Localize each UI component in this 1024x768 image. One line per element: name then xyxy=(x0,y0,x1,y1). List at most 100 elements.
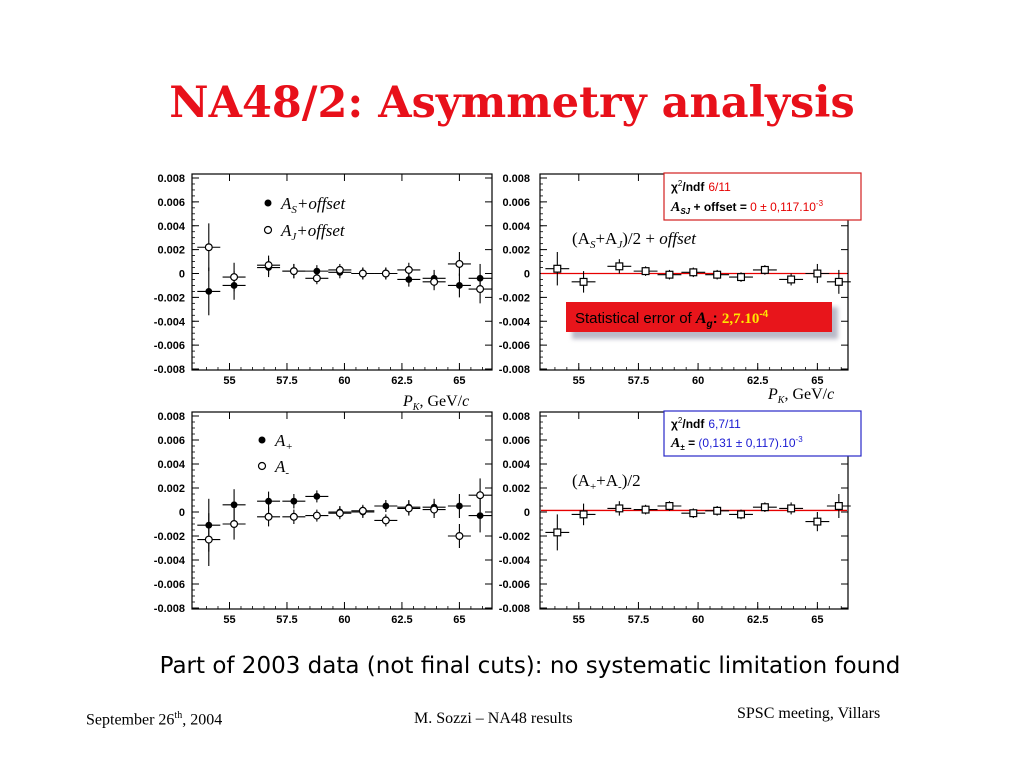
x-tick-label: 62.5 xyxy=(391,375,412,387)
data-point xyxy=(665,502,674,511)
y-tick-label: 0.004 xyxy=(157,459,185,471)
data-point xyxy=(760,503,769,512)
legend-aminus-label: A- xyxy=(274,457,289,479)
legend-filled-marker xyxy=(264,199,272,207)
fit-box-value-line: A± = (0,131 ± 0,117).10-3 xyxy=(670,435,803,452)
data-point xyxy=(665,270,674,279)
data-point xyxy=(230,519,239,528)
x-tick-label: 62.5 xyxy=(747,375,768,387)
footer-date: September 26th, 2004 xyxy=(86,710,223,729)
legend-aj-label: AJ+offset xyxy=(280,221,346,243)
data-point xyxy=(381,516,390,525)
y-tick-label: 0.002 xyxy=(502,483,530,495)
top-right-xlabel: PK, GeV/c xyxy=(767,386,834,406)
data-point xyxy=(476,512,484,519)
legend-bottom-left: A+ A- xyxy=(257,431,293,479)
data-point xyxy=(813,517,822,526)
y-tick-label: -0.004 xyxy=(499,555,531,567)
data-point xyxy=(404,504,413,513)
y-tick-label: 0 xyxy=(179,269,185,281)
y-tick-label: 0.008 xyxy=(502,173,530,185)
y-tick-label: -0.008 xyxy=(154,364,185,376)
x-tick-label: 57.5 xyxy=(628,375,649,387)
data-point xyxy=(476,285,485,294)
footer-author: M. Sozzi – NA48 results xyxy=(414,710,573,727)
y-tick-label: -0.002 xyxy=(154,531,185,543)
series-A- xyxy=(197,478,492,566)
fit-box-chi-line: χ2/ndf 6/11 xyxy=(671,179,731,194)
data-point xyxy=(289,512,298,521)
data-point xyxy=(579,510,588,519)
data-point xyxy=(834,277,843,286)
legend-aplus-label: A+ xyxy=(274,431,293,453)
x-tick-label: 55 xyxy=(573,375,585,387)
x-tick-label: 60 xyxy=(692,375,704,387)
data-point xyxy=(553,264,562,273)
y-tick-label: 0 xyxy=(524,507,530,519)
x-tick-label: 60 xyxy=(338,375,350,387)
legend-top-left: AS+offset AJ+offset xyxy=(263,194,346,243)
y-tick-label: -0.008 xyxy=(499,603,530,615)
top-right-formula: (AS+AJ)/2 + offset xyxy=(572,229,697,251)
data-point xyxy=(313,493,321,500)
y-tick-label: 0.006 xyxy=(157,435,185,447)
data-point xyxy=(834,502,843,511)
data-point xyxy=(405,276,413,283)
data-point xyxy=(456,502,463,510)
data-point xyxy=(737,510,746,519)
bottom-right-formula: (A++A-)/2 xyxy=(572,471,641,493)
y-tick-label: -0.002 xyxy=(154,292,185,304)
panel-top-left: 0.008 0.006 0.004 0.002 0 -0.002 -0.004 -0.006 -… xyxy=(154,173,493,387)
data-point xyxy=(358,269,367,278)
y-tick-label: 0.004 xyxy=(502,459,530,471)
fit-box-value-line: ASJ + offset = 0 ± 0,117.10-3 xyxy=(670,199,824,216)
data-point xyxy=(641,267,650,276)
y-tick-label: -0.004 xyxy=(154,555,186,567)
data-point xyxy=(382,502,390,510)
data-point xyxy=(689,268,698,277)
y-tick-label: -0.002 xyxy=(499,531,530,543)
stat-error-banner: Statistical error of Ag: 2,7.10-4 xyxy=(566,302,838,339)
data-point xyxy=(553,528,562,537)
x-tick-label: 60 xyxy=(692,614,704,626)
bottom-right-fit-box: χ2/ndf 6,7/11 A± = (0,131 ± 0,117).10-3 xyxy=(663,410,862,457)
y-tick-label: 0.002 xyxy=(502,245,530,257)
data-point xyxy=(713,270,722,279)
y-tick-label: 0.008 xyxy=(502,411,530,423)
data-point xyxy=(430,505,439,514)
data-point xyxy=(230,273,239,282)
y-tick-label: 0.006 xyxy=(502,435,530,447)
x-tick-label: 62.5 xyxy=(391,614,412,626)
y-tick-label: -0.008 xyxy=(499,364,530,376)
data-point xyxy=(813,269,822,278)
data-point xyxy=(760,265,769,274)
x-tick-label: 57.5 xyxy=(628,614,649,626)
data-point xyxy=(456,282,463,289)
y-tick-label: 0.006 xyxy=(502,197,530,209)
panel-bottom-left: 0.008 0.006 0.004 0.002 0 -0.002 -0.004 -0.006 -… xyxy=(154,411,493,626)
x-tick-label: 55 xyxy=(573,614,585,626)
data-point xyxy=(264,261,273,270)
data-point xyxy=(230,501,238,509)
data-point xyxy=(404,265,413,274)
y-tick-label: -0.004 xyxy=(154,316,186,328)
data-point xyxy=(204,243,213,252)
x-tick-label: 62.5 xyxy=(747,614,768,626)
data-point xyxy=(290,497,298,505)
fit-box-chi-line: χ2/ndf 6,7/11 xyxy=(671,416,741,431)
y-tick-label: -0.006 xyxy=(499,579,530,591)
data-point xyxy=(579,277,588,286)
data-point xyxy=(204,535,213,544)
y-tick-label: -0.006 xyxy=(154,579,185,591)
data-point xyxy=(335,509,344,518)
data-point xyxy=(641,505,650,514)
y-tick-label: -0.006 xyxy=(499,340,530,352)
data-point xyxy=(455,531,464,540)
data-point xyxy=(787,275,796,284)
data-point xyxy=(455,259,464,268)
data-point xyxy=(689,509,698,518)
y-tick-label: 0.002 xyxy=(157,245,185,257)
y-tick-label: -0.002 xyxy=(499,292,530,304)
data-point xyxy=(313,267,321,275)
